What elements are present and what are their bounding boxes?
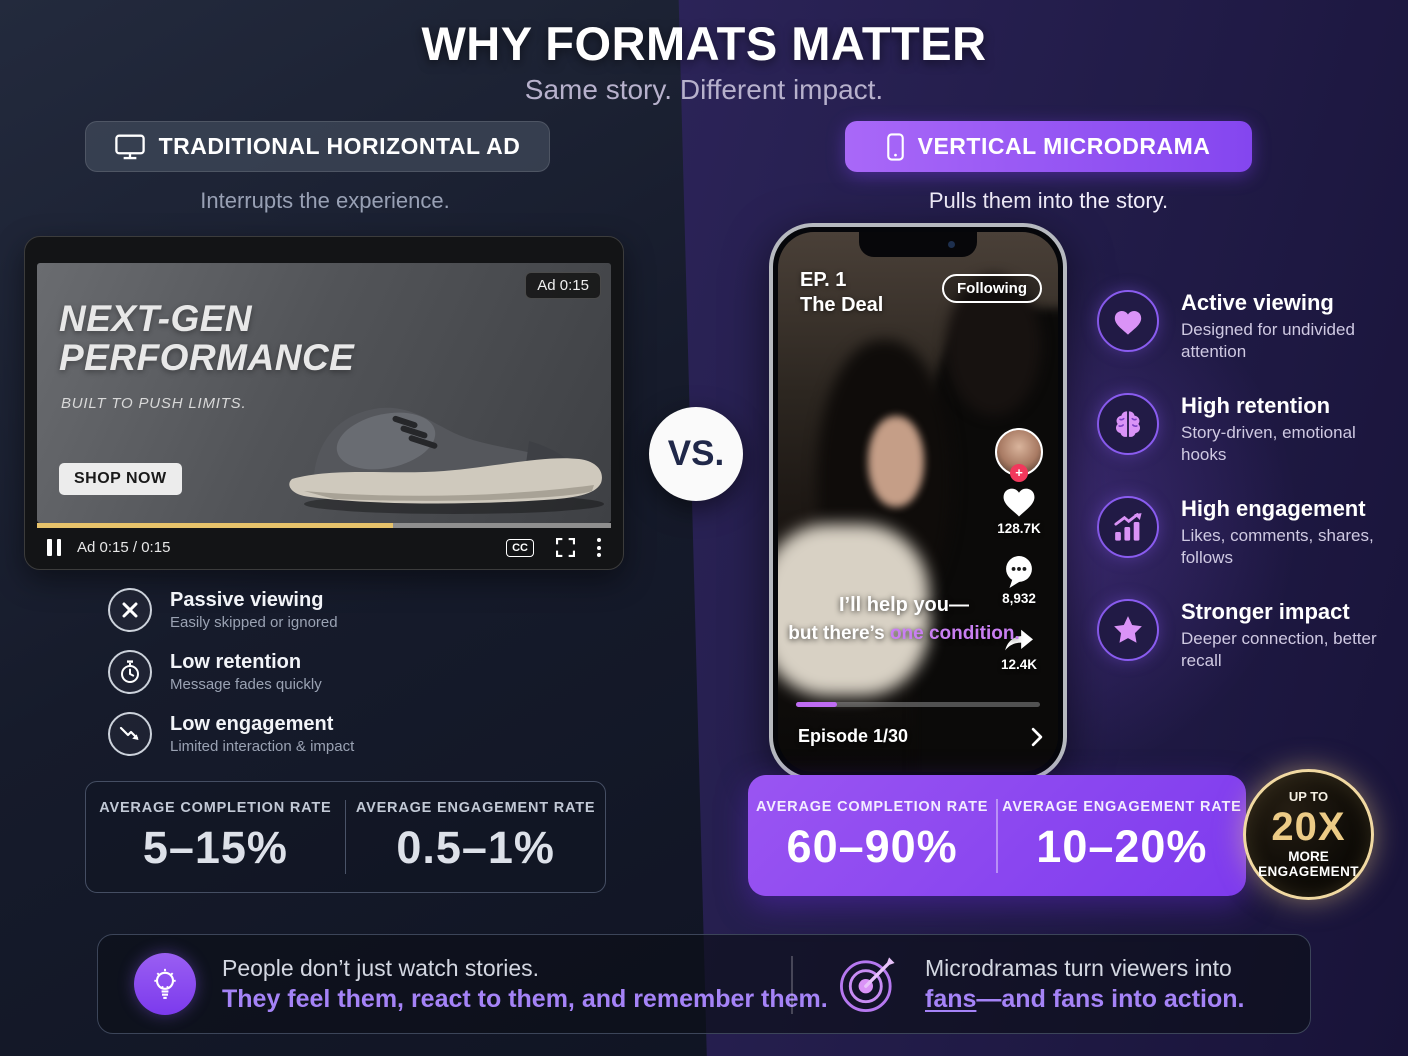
list-item: Low engagement Limited interaction & imp… bbox=[108, 712, 354, 756]
microdrama-benefits: Active viewing Designed for undivided at… bbox=[1097, 290, 1401, 673]
monitor-icon bbox=[114, 134, 145, 159]
list-item: Stronger impact Deeper connection, bette… bbox=[1097, 598, 1401, 673]
vs-badge: VS. bbox=[649, 407, 743, 501]
more-options-button[interactable] bbox=[597, 538, 601, 557]
ad-creative: Ad 0:15 NEXT-GEN PERFORMANCE BUILT TO PU… bbox=[37, 263, 611, 523]
engagement-rail: + 128.7K 8,932 12.4K bbox=[990, 428, 1048, 682]
caption-accent: one condition. bbox=[889, 623, 1020, 644]
stat-completion-rate: AVERAGE COMPLETION RATE 5–15% bbox=[99, 800, 332, 873]
stopwatch-icon bbox=[108, 650, 152, 694]
fullscreen-button[interactable] bbox=[556, 538, 575, 557]
page-subtitle: Same story. Different impact. bbox=[524, 74, 884, 105]
episode-progress-bar[interactable] bbox=[796, 702, 1040, 707]
list-item: High engagement Likes, comments, shares,… bbox=[1097, 495, 1401, 570]
player-controls: Ad 0:15 / 0:15 CC bbox=[25, 526, 623, 569]
footer-bar: People don’t just watch stories. They fe… bbox=[97, 934, 1311, 1034]
ad-headline: NEXT-GEN PERFORMANCE bbox=[59, 298, 355, 378]
time-display: Ad 0:15 / 0:15 bbox=[77, 539, 171, 556]
footer-left: People don’t just watch stories. They fe… bbox=[134, 935, 828, 1033]
shop-now-button[interactable]: SHOP NOW bbox=[59, 463, 182, 495]
share-count: 12.4K bbox=[1000, 657, 1038, 672]
episode-progress-fill bbox=[796, 702, 838, 707]
pause-button[interactable] bbox=[47, 539, 61, 556]
list-item: Passive viewing Easily skipped or ignore… bbox=[108, 588, 354, 632]
chart-up-icon bbox=[1097, 495, 1159, 558]
list-item: Low retention Message fades quickly bbox=[108, 650, 354, 694]
ad-duration-badge: Ad 0:15 bbox=[525, 272, 601, 299]
trend-down-icon bbox=[108, 712, 152, 756]
star-icon bbox=[1097, 598, 1159, 661]
video-progress-fill bbox=[37, 523, 393, 528]
comment-icon[interactable] bbox=[1002, 554, 1036, 588]
lightbulb-icon bbox=[134, 953, 196, 1015]
divider bbox=[344, 800, 347, 874]
phone-screen: EP. 1 The Deal Following + 128.7K 8,932 bbox=[778, 232, 1058, 772]
stat-engagement-rate: AVERAGE ENGAGEMENT RATE 10–20% bbox=[1002, 798, 1242, 872]
x-circle-icon bbox=[108, 588, 152, 632]
format-badge-vertical: VERTICAL MICRODRAMA bbox=[845, 121, 1252, 172]
horizontal-ad-stats: AVERAGE COMPLETION RATE 5–15% AVERAGE EN… bbox=[85, 781, 606, 893]
episode-selector[interactable]: Episode 1/30 bbox=[798, 726, 1044, 747]
like-icon[interactable] bbox=[1000, 484, 1038, 518]
microdrama-stats: AVERAGE COMPLETION RATE 60–90% AVERAGE E… bbox=[748, 775, 1246, 896]
like-count: 128.7K bbox=[997, 521, 1041, 536]
target-icon bbox=[839, 957, 895, 1013]
heart-icon bbox=[1097, 290, 1159, 352]
fans-underlined: fans bbox=[925, 984, 977, 1013]
divider bbox=[791, 956, 793, 1014]
footer-right: Microdramas turn viewers into fans—and f… bbox=[837, 935, 1244, 1033]
subtitle-caption: I’ll help you— but there’s one condition… bbox=[788, 594, 1020, 644]
divider bbox=[996, 798, 998, 873]
horizontal-ad-drawbacks: Passive viewing Easily skipped or ignore… bbox=[108, 588, 354, 756]
follow-plus-icon[interactable]: + bbox=[1010, 464, 1028, 482]
video-progress-bar[interactable] bbox=[37, 523, 611, 528]
phone-icon bbox=[886, 132, 904, 161]
format-badge-vertical-label: VERTICAL MICRODRAMA bbox=[917, 133, 1211, 159]
ad-subline: BUILT TO PUSH LIMITS. bbox=[61, 395, 247, 412]
video-player: Ad 0:15 NEXT-GEN PERFORMANCE BUILT TO PU… bbox=[24, 236, 624, 570]
list-item: High retention Story-driven, emotional h… bbox=[1097, 392, 1401, 467]
page-title: WHY FORMATS MATTER bbox=[421, 17, 987, 70]
right-tagline: Pulls them into the story. bbox=[928, 188, 1169, 213]
format-badge-horizontal-label: TRADITIONAL HORIZONTAL AD bbox=[158, 133, 521, 159]
episode-header: EP. 1 The Deal bbox=[800, 269, 884, 316]
share-icon[interactable] bbox=[1001, 624, 1037, 654]
creator-avatar[interactable]: + bbox=[995, 428, 1043, 482]
captions-button[interactable]: CC bbox=[506, 538, 534, 557]
brain-icon bbox=[1097, 392, 1159, 455]
20x-engagement-badge: UP TO 20X MORE ENGAGEMENT bbox=[1243, 769, 1374, 900]
left-tagline: Interrupts the experience. bbox=[200, 188, 450, 213]
phone-notch bbox=[859, 232, 977, 257]
phone-mockup: EP. 1 The Deal Following + 128.7K 8,932 bbox=[769, 223, 1067, 781]
sneaker-image bbox=[289, 407, 604, 514]
list-item: Active viewing Designed for undivided at… bbox=[1097, 290, 1401, 364]
chevron-right-icon[interactable] bbox=[1030, 727, 1044, 747]
comment-count: 8,932 bbox=[1002, 591, 1036, 606]
format-badge-horizontal: TRADITIONAL HORIZONTAL AD bbox=[85, 121, 550, 172]
stat-engagement-rate: AVERAGE ENGAGEMENT RATE 0.5–1% bbox=[355, 800, 596, 873]
stat-completion-rate: AVERAGE COMPLETION RATE 60–90% bbox=[756, 798, 989, 872]
following-button[interactable]: Following bbox=[942, 274, 1042, 303]
